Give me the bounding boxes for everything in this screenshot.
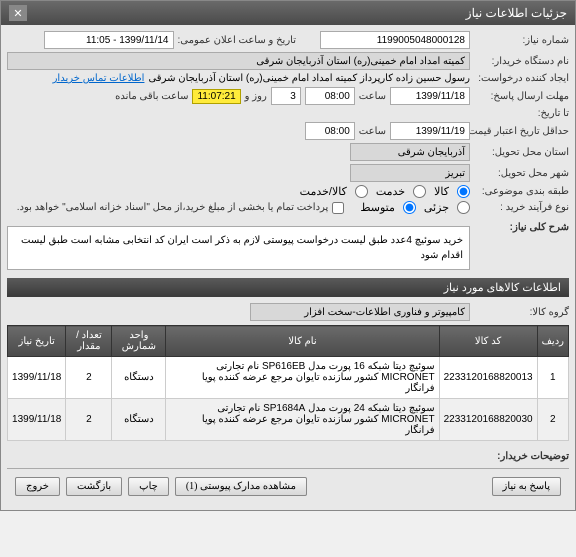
process-label: نوع فرآیند خرید : (474, 202, 569, 213)
table-cell: 2 (66, 357, 112, 399)
table-header: ردیف (537, 326, 568, 357)
goods-group-label: گروه کالا: (474, 307, 569, 318)
radio-goods[interactable] (457, 185, 470, 198)
items-table: ردیفکد کالانام کالاواحد شمارشتعداد / مقد… (7, 325, 569, 441)
need-no-value: 1199005048000128 (320, 31, 470, 49)
window-title: جزئیات اطلاعات نیاز (466, 6, 567, 20)
payment-note: پرداخت تمام یا بخشی از مبلغ خرید،از محل … (17, 202, 329, 213)
table-cell: 2 (537, 399, 568, 441)
delivery-label: استان محل تحویل: (474, 147, 569, 158)
table-cell: 1399/11/18 (8, 399, 66, 441)
buyer-notes-label: توضیحات خریدار: (497, 451, 569, 462)
city-label: شهر محل تحویل: (474, 168, 569, 179)
need-no-label: شماره نیاز: (474, 35, 569, 46)
buyer-value: کمیته امداد امام خمینی(ره) استان آذربایج… (7, 52, 470, 70)
goods-type-radios: کالا خدمت کالا/خدمت (300, 185, 470, 198)
time-label-1: ساعت (359, 91, 386, 102)
treasury-checkbox[interactable] (332, 202, 344, 214)
city-value: تبریز (350, 164, 470, 182)
process-radios: جزئی متوسط (360, 201, 470, 214)
delivery-value: آذربایجان شرقی (350, 143, 470, 161)
radio-small-label: جزئی (424, 201, 449, 214)
radio-medium-label: متوسط (360, 201, 395, 214)
summary-label: شرح کلی نیاز: (474, 222, 569, 233)
announce-value: 1399/11/14 - 11:05 (44, 31, 174, 49)
content-area: شماره نیاز: 1199005048000128 تاریخ و ساع… (1, 25, 575, 510)
radio-both[interactable] (355, 185, 368, 198)
group-type-label: طبقه بندی موضوعی: (474, 186, 569, 197)
radio-both-label: کالا/خدمت (300, 185, 347, 198)
deadline-label: مهلت ارسال پاسخ: (474, 91, 569, 102)
titlebar: جزئیات اطلاعات نیاز ✕ (1, 1, 575, 25)
table-cell: 2233120168820030 (439, 399, 537, 441)
day-label: روز و (245, 91, 267, 102)
table-cell: 2 (66, 399, 112, 441)
credit-time: 08:00 (305, 122, 355, 140)
buyer-label: نام دستگاه خریدار: (474, 56, 569, 67)
table-header: کد کالا (439, 326, 537, 357)
radio-goods-label: کالا (434, 185, 449, 198)
back-button[interactable]: بازگشت (66, 477, 122, 496)
radio-medium[interactable] (403, 201, 416, 214)
table-cell: دستگاه (112, 399, 166, 441)
table-cell: دستگاه (112, 357, 166, 399)
main-window: جزئیات اطلاعات نیاز ✕ شماره نیاز: 119900… (0, 0, 576, 511)
goods-group-value: کامپیوتر و فناوری اطلاعات-سخت افزار (250, 303, 470, 321)
table-row[interactable]: 12233120168820013سوئیچ دیتا شبکه 16 پورت… (8, 357, 569, 399)
table-cell: 1399/11/18 (8, 357, 66, 399)
footer-bar: پاسخ به نیاز مشاهده مدارک پیوستی (1) چاپ… (7, 468, 569, 504)
creator-label: ایجاد کننده درخواست: (474, 73, 569, 84)
exit-button[interactable]: خروج (15, 477, 60, 496)
announce-label: تاریخ و ساعت اعلان عمومی: (178, 35, 297, 46)
attachments-button[interactable]: مشاهده مدارک پیوستی (1) (175, 477, 307, 496)
radio-small[interactable] (457, 201, 470, 214)
contact-link[interactable]: اطلاعات تماس خریدار (53, 73, 145, 84)
table-cell: سوئیچ دیتا شبکه 16 پورت مدل SP616EB نام … (166, 357, 439, 399)
deadline-time: 08:00 (305, 87, 355, 105)
creator-value: رسول حسین زاده کارپرداز کمیته امداد امام… (148, 73, 470, 84)
day-count: 3 (271, 87, 301, 105)
radio-service[interactable] (413, 185, 426, 198)
items-section-header: اطلاعات کالاهای مورد نیاز (7, 278, 569, 297)
until-label: تا تاریخ: (474, 108, 569, 119)
remain-label: ساعت باقی مانده (115, 91, 188, 102)
table-cell: 2233120168820013 (439, 357, 537, 399)
table-row[interactable]: 22233120168820030سوئیچ دیتا شبکه 24 پورت… (8, 399, 569, 441)
time-label-2: ساعت (359, 126, 386, 137)
table-cell: 1 (537, 357, 568, 399)
radio-service-label: خدمت (376, 185, 405, 198)
close-icon[interactable]: ✕ (9, 5, 27, 21)
reply-button[interactable]: پاسخ به نیاز (492, 477, 562, 496)
table-header: واحد شمارش (112, 326, 166, 357)
deadline-date: 1399/11/18 (390, 87, 470, 105)
table-header: تاریخ نیاز (8, 326, 66, 357)
credit-label: حداقل تاریخ اعتبار قیمت: (474, 126, 569, 137)
print-button[interactable]: چاپ (128, 477, 169, 496)
summary-text: خرید سوئیچ 4عدد طبق لیست درخواست پیوستی … (7, 226, 470, 270)
table-header: نام کالا (166, 326, 439, 357)
table-cell: سوئیچ دیتا شبکه 24 پورت مدل SP1684A نام … (166, 399, 439, 441)
table-header: تعداد / مقدار (66, 326, 112, 357)
timer-value: 11:07:21 (192, 89, 240, 104)
credit-date: 1399/11/19 (390, 122, 470, 140)
